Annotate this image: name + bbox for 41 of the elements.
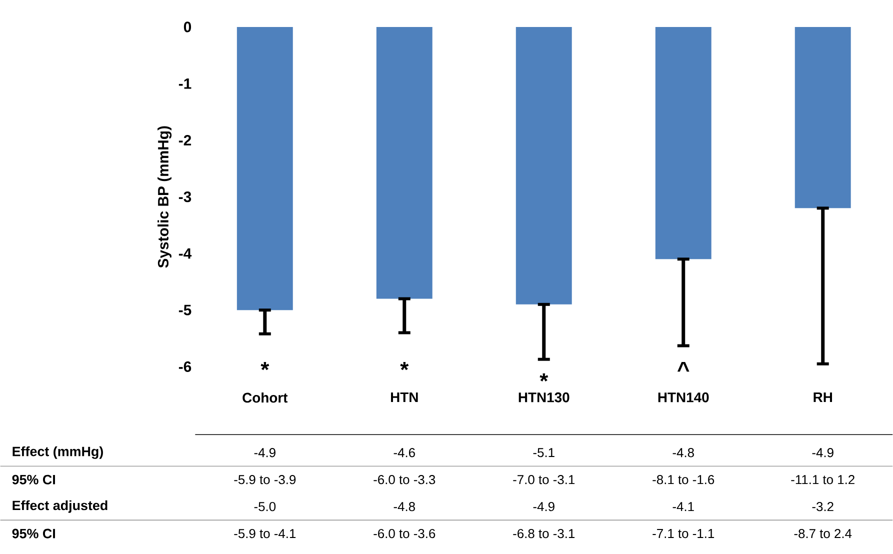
text: -3.2 xyxy=(812,502,834,512)
text: -6.0 to -3.3 xyxy=(374,475,436,484)
y-tick-label: -6 xyxy=(178,362,192,372)
text: -5.9 to -3.9 xyxy=(234,475,296,484)
x-tick-label: RH xyxy=(814,392,832,402)
x-tick-label: HTN xyxy=(391,392,418,402)
annotation: ^ xyxy=(677,362,690,372)
y-tick-label: -3 xyxy=(178,192,192,202)
text: -5.0 xyxy=(254,502,276,512)
y-axis-title: Systolic BP (mmHg) xyxy=(158,126,172,268)
text: -4.1 xyxy=(672,502,694,512)
annotation: * xyxy=(260,362,270,370)
text: -4.9 xyxy=(254,448,276,458)
text: -4.9 xyxy=(533,502,554,512)
text: -4.8 xyxy=(672,448,694,458)
text: -7.1 to -1.1 xyxy=(652,529,714,538)
text: 95% CI xyxy=(12,475,55,485)
text: -4.6 xyxy=(394,448,415,458)
text: -7.0 to -3.1 xyxy=(513,475,575,484)
y-tick-label: -2 xyxy=(178,135,192,146)
y-tick-label: 0 xyxy=(184,22,192,32)
text: -8.1 to -1.6 xyxy=(652,475,714,484)
x-tick-label: HTN140 xyxy=(658,392,709,403)
y-tick-label: -1 xyxy=(178,78,192,89)
text: -11.1 to 1.2 xyxy=(791,475,854,484)
y-tick-label: -4 xyxy=(178,248,192,259)
x-tick-label: HTN130 xyxy=(518,392,570,403)
text: Effect adjusted xyxy=(12,500,108,514)
text: -5.1 xyxy=(533,448,554,458)
text: -6.0 to -3.6 xyxy=(374,529,436,538)
text: * xyxy=(540,374,548,382)
text: -4.9 xyxy=(812,448,834,458)
y-tick-label: -5 xyxy=(178,305,192,316)
x-tick-label: Cohort xyxy=(242,392,288,403)
text: Effect (mmHg) xyxy=(12,446,103,460)
text: -4.8 xyxy=(394,502,415,512)
text: -6.8 to -3.1 xyxy=(513,529,575,538)
text: 95% CI xyxy=(12,529,55,539)
text: -5.9 to -4.1 xyxy=(234,529,296,538)
text: -8.7 to 2.4 xyxy=(794,529,852,538)
annotation: * xyxy=(400,362,409,370)
